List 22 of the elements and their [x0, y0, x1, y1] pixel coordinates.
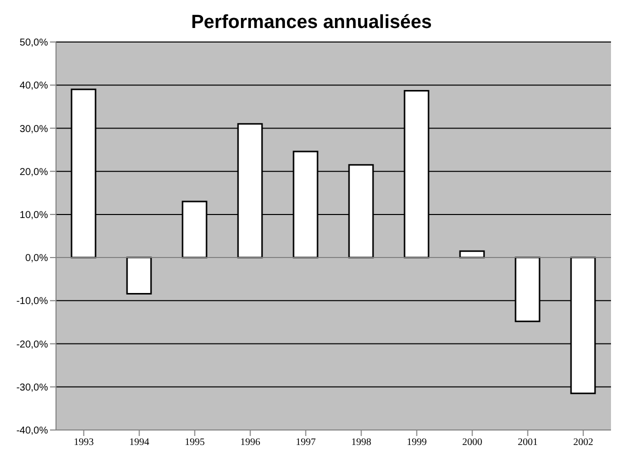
y-tick-label: 20,0%: [20, 166, 48, 178]
x-tick-label: 2000: [462, 437, 482, 448]
y-tick-label: 40,0%: [20, 80, 48, 92]
y-tick-label: 10,0%: [20, 210, 48, 221]
x-tick-label: 1998: [351, 437, 372, 448]
y-tick-label: 50,0%: [20, 38, 48, 49]
y-tick-label: -10,0%: [16, 296, 48, 308]
x-tick-label: 1994: [129, 437, 150, 448]
y-tick-label: -40,0%: [16, 426, 48, 437]
x-tick-label: 2001: [518, 437, 538, 448]
bar: [126, 256, 152, 295]
x-tick-label: 1999: [406, 437, 427, 448]
x-tick-label: 1996: [240, 437, 260, 448]
chart-title: Performances annualisées: [190, 12, 433, 35]
y-tick-label: 0,0%: [25, 253, 48, 264]
x-tick-label: 1993: [74, 437, 94, 448]
x-tick-label: 1995: [184, 437, 205, 448]
y-tick-label: 30,0%: [20, 124, 48, 135]
y-tick-label: -20,0%: [16, 339, 48, 350]
x-tick-label: 1997: [296, 437, 316, 448]
x-tick-label: 2002: [573, 437, 594, 448]
y-tick-label: -30,0%: [16, 382, 48, 394]
